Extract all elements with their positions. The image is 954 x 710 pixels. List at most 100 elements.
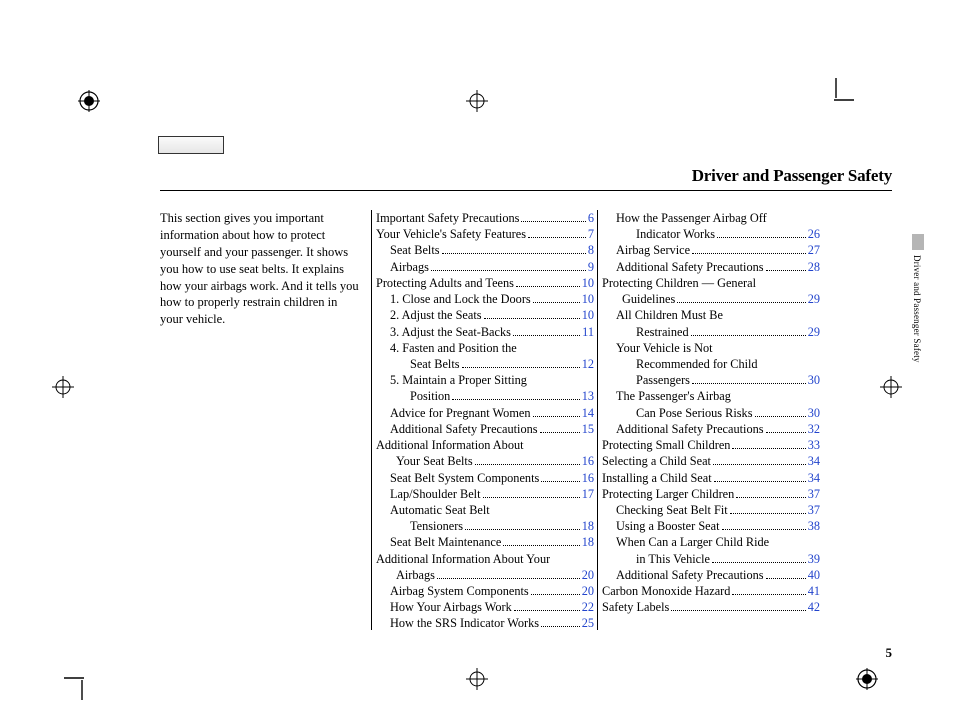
toc-page-link[interactable]: 12	[582, 356, 594, 372]
toc-page-link[interactable]: 13	[582, 388, 594, 404]
registration-mark-tc	[466, 90, 488, 112]
toc-dots	[671, 610, 805, 611]
toc-label: 1. Close and Lock the Doors	[390, 291, 531, 307]
toc-dots	[717, 237, 806, 238]
header-box	[158, 136, 224, 154]
toc-entry-cont: Your Seat Belts 16	[376, 453, 594, 469]
toc-page-link[interactable]: 10	[582, 307, 594, 323]
toc-page-link[interactable]: 33	[808, 437, 820, 453]
toc-dots	[713, 464, 806, 465]
toc-page-link[interactable]: 32	[808, 421, 820, 437]
toc-page-link[interactable]: 34	[808, 453, 820, 469]
page-number: 5	[886, 645, 893, 661]
toc-page-link[interactable]: 39	[808, 551, 820, 567]
toc-label: 4. Fasten and Position the	[390, 340, 517, 356]
toc-label: How Your Airbags Work	[390, 599, 512, 615]
toc-page-link[interactable]: 20	[582, 583, 594, 599]
toc-page-link[interactable]: 26	[808, 226, 820, 242]
toc-page-link[interactable]: 16	[582, 470, 594, 486]
toc-label: 3. Adjust the Seat-Backs	[390, 324, 511, 340]
toc-page-link[interactable]: 18	[582, 518, 594, 534]
toc-dots	[714, 481, 806, 482]
toc-page-link[interactable]: 27	[808, 242, 820, 258]
toc-entry: Airbag Service27	[602, 242, 820, 258]
column-divider-2	[597, 210, 598, 630]
toc-entry-cont: Tensioners18	[376, 518, 594, 534]
toc-page-link[interactable]: 42	[808, 599, 820, 615]
toc-page-link[interactable]: 37	[808, 486, 820, 502]
toc-page-link[interactable]: 22	[582, 599, 594, 615]
toc-page-link[interactable]: 40	[808, 567, 820, 583]
toc-page-link[interactable]: 15	[582, 421, 594, 437]
toc-page-link[interactable]: 8	[588, 242, 594, 258]
toc-dots	[516, 286, 580, 287]
toc-page-link[interactable]: 14	[582, 405, 594, 421]
registration-mark-ml	[52, 376, 74, 398]
toc-dots	[541, 626, 580, 627]
toc-dots	[677, 302, 805, 303]
toc-entry: How the Passenger Airbag Off	[602, 210, 820, 226]
toc-dots	[431, 270, 586, 271]
toc-page-link[interactable]: 6	[588, 210, 594, 226]
toc-page-link[interactable]: 20	[582, 567, 594, 583]
toc-label: Additional Safety Precautions	[616, 567, 764, 583]
toc-label: Important Safety Precautions	[376, 210, 519, 226]
toc-entry: Additional Safety Precautions 40	[602, 567, 820, 583]
toc-page-link[interactable]: 16	[582, 453, 594, 469]
toc-page-link[interactable]: 37	[808, 502, 820, 518]
registration-mark-br	[856, 668, 878, 690]
toc-entry: How the SRS Indicator Works25	[376, 615, 594, 631]
toc-label: Position	[410, 388, 450, 404]
toc-page-link[interactable]: 29	[808, 324, 820, 340]
toc-entry: How Your Airbags Work 22	[376, 599, 594, 615]
toc-label: How the Passenger Airbag Off	[616, 210, 767, 226]
toc-label: Your Seat Belts	[396, 453, 473, 469]
toc-page-link[interactable]: 7	[588, 226, 594, 242]
toc-page-link[interactable]: 28	[808, 259, 820, 275]
toc-dots	[513, 335, 580, 336]
toc-entry: Carbon Monoxide Hazard41	[602, 583, 820, 599]
toc-page-link[interactable]: 18	[582, 534, 594, 550]
toc-page-link[interactable]: 41	[808, 583, 820, 599]
toc-page-link[interactable]: 9	[588, 259, 594, 275]
toc-dots	[691, 335, 806, 336]
toc-entry: Additional Information About	[376, 437, 594, 453]
intro-paragraph: This section gives you important informa…	[160, 210, 360, 328]
toc-column-2: Important Safety Precautions 6Your Vehicl…	[376, 210, 594, 632]
toc-label: Additional Safety Precautions	[390, 421, 538, 437]
toc-page-link[interactable]: 10	[582, 275, 594, 291]
toc-page-link[interactable]: 30	[808, 372, 820, 388]
toc-entry: Safety Labels 42	[602, 599, 820, 615]
toc-label: Lap/Shoulder Belt	[390, 486, 481, 502]
toc-label: Installing a Child Seat	[602, 470, 712, 486]
toc-page-link[interactable]: 10	[582, 291, 594, 307]
toc-entry: 5. Maintain a Proper Sitting	[376, 372, 594, 388]
toc-entry-cont: in This Vehicle39	[602, 551, 820, 567]
side-tab	[912, 234, 924, 250]
toc-dots	[437, 578, 580, 579]
toc-label: Additional Safety Precautions	[616, 259, 764, 275]
toc-dots	[514, 610, 580, 611]
toc-dots	[475, 464, 580, 465]
toc-entry: Lap/Shoulder Belt 17	[376, 486, 594, 502]
toc-dots	[692, 253, 806, 254]
toc-page-link[interactable]: 11	[582, 324, 594, 340]
toc-entry: Additional Safety Precautions 15	[376, 421, 594, 437]
toc-page-link[interactable]: 34	[808, 470, 820, 486]
toc-label: Safety Labels	[602, 599, 669, 615]
toc-label: Airbag System Components	[390, 583, 529, 599]
toc-label: Protecting Larger Children	[602, 486, 734, 502]
toc-label: Restrained	[636, 324, 689, 340]
toc-page-link[interactable]: 30	[808, 405, 820, 421]
toc-page-link[interactable]: 17	[582, 486, 594, 502]
toc-dots	[465, 529, 580, 530]
toc-entry: Your Vehicle's Safety Features7	[376, 226, 594, 242]
toc-page-link[interactable]: 25	[582, 615, 594, 631]
toc-dots	[442, 253, 586, 254]
toc-label: Advice for Pregnant Women	[390, 405, 531, 421]
toc-page-link[interactable]: 29	[808, 291, 820, 307]
toc-dots	[730, 513, 806, 514]
toc-entry-cont: Airbags20	[376, 567, 594, 583]
toc-label: Additional Information About Your	[376, 551, 550, 567]
toc-page-link[interactable]: 38	[808, 518, 820, 534]
